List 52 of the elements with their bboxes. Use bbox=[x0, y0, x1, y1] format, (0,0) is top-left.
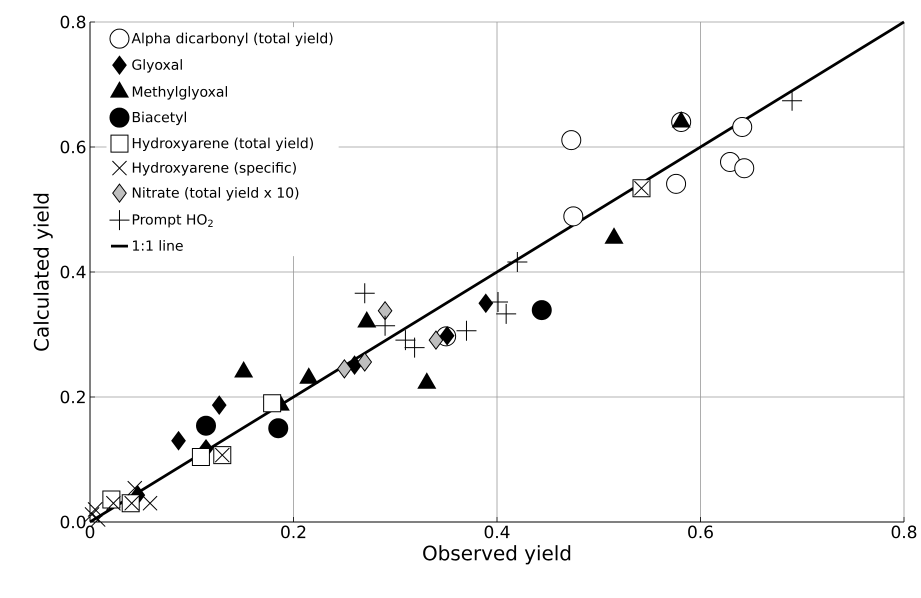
point bbox=[734, 158, 754, 178]
point bbox=[142, 496, 158, 511]
legend-label: Prompt HO$_{2}$ bbox=[132, 214, 213, 228]
x-tick-label: 0.4 bbox=[484, 525, 510, 538]
x-axis-title: Observed yield bbox=[423, 545, 570, 564]
point bbox=[428, 330, 444, 350]
y-axis-title: Calculated yield bbox=[33, 194, 53, 351]
x-tick-label: 0 bbox=[86, 525, 94, 538]
y-tick-label: 0.8 bbox=[60, 16, 86, 28]
y-tick-label: 0.0 bbox=[60, 516, 86, 528]
x-tick-label: 0.6 bbox=[688, 525, 713, 538]
point bbox=[171, 431, 186, 450]
legend-label: Hydroxyarene (specific) bbox=[132, 162, 296, 176]
legend-label: 1:1 line bbox=[133, 240, 183, 251]
point bbox=[378, 301, 392, 320]
x-tick-label: 0.8 bbox=[892, 525, 916, 538]
point bbox=[357, 352, 372, 372]
point bbox=[532, 300, 552, 320]
point bbox=[127, 480, 142, 496]
point bbox=[212, 396, 226, 415]
legend-label: Nitrate (total yield x 10) bbox=[132, 187, 298, 201]
point bbox=[354, 283, 375, 304]
point bbox=[478, 294, 494, 313]
point bbox=[84, 506, 100, 522]
point bbox=[563, 206, 584, 226]
point bbox=[375, 316, 396, 336]
point bbox=[782, 90, 802, 111]
point bbox=[404, 338, 425, 358]
point bbox=[196, 416, 216, 436]
y-tick-label: 0.6 bbox=[60, 140, 86, 154]
point bbox=[263, 394, 282, 412]
point bbox=[337, 359, 352, 378]
legend-label: Glyoxal bbox=[132, 59, 182, 73]
legend-label: Hydroxyarene (total yield) bbox=[132, 138, 313, 152]
point bbox=[106, 496, 121, 511]
point bbox=[561, 130, 582, 150]
legend-label: Biacetyl bbox=[132, 112, 186, 126]
point bbox=[88, 502, 103, 518]
point bbox=[268, 418, 288, 438]
point bbox=[507, 252, 528, 272]
legend-label: Methylglyoxal bbox=[132, 86, 228, 100]
y-tick-label: 0.4 bbox=[60, 266, 86, 278]
point bbox=[192, 448, 210, 466]
point bbox=[456, 320, 476, 341]
y-tick-label: 0.2 bbox=[60, 390, 85, 404]
point bbox=[666, 174, 686, 194]
point bbox=[496, 304, 516, 324]
point bbox=[440, 326, 454, 346]
point bbox=[395, 330, 416, 350]
legend-label: Alpha dicarbonyl (total yield) bbox=[132, 32, 333, 46]
x-tick-label: 0.2 bbox=[281, 525, 306, 538]
point bbox=[732, 116, 752, 137]
